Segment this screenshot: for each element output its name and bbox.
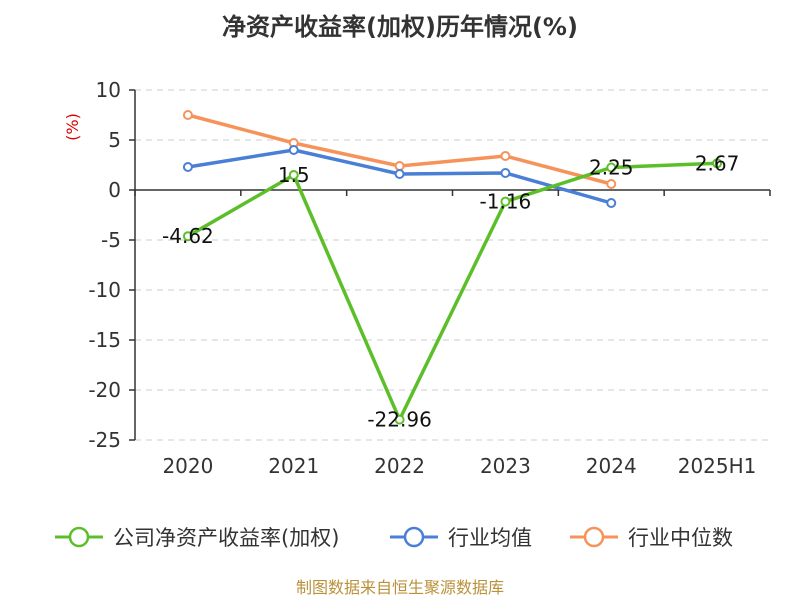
x-tick-label: 2023 [480, 454, 531, 478]
x-tick-label: 2020 [162, 454, 213, 478]
y-tick-label: 10 [96, 78, 121, 102]
y-tick-label: -5 [101, 228, 121, 252]
data-point [394, 169, 405, 179]
data-label: 1.5 [278, 163, 310, 187]
legend-label: 公司净资产收益率(加权) [113, 526, 339, 550]
data-point [606, 162, 617, 173]
axes: 10 5 0 -5 -10 -15 -20 -25 2020 2021 2022 2023 2024 20… [88, 78, 771, 478]
legend-swatch-marker [403, 526, 425, 548]
data-point [182, 162, 193, 172]
y-tick-label: 5 [108, 128, 121, 152]
data-point [500, 151, 511, 161]
x-tick-label: 2022 [374, 454, 425, 478]
data-point [394, 161, 405, 171]
data-point [500, 196, 511, 207]
data-point [182, 110, 193, 120]
y-tick-label: -15 [88, 328, 121, 352]
x-tick-label: 2025H1 [678, 454, 757, 478]
x-tick-label: 2021 [268, 454, 319, 478]
data-point [394, 414, 405, 425]
data-point [500, 168, 511, 178]
data-label: -4.62 [162, 224, 214, 248]
chart-title: 净资产收益率(加权)历年情况(%) [222, 13, 578, 41]
y-tick-label: -20 [88, 378, 121, 402]
y-tick-label: 0 [108, 178, 121, 202]
data-labels: -4.62 1.5 -22.96 -1.16 2.25 2.67 [162, 151, 739, 431]
data-point [606, 179, 617, 189]
y-tick-label: -10 [88, 278, 121, 302]
source-note: 制图数据来自恒生聚源数据库 [296, 578, 504, 597]
legend-label: 行业均值 [448, 526, 532, 550]
series-line [187, 161, 718, 422]
data-point [606, 198, 617, 208]
data-point [182, 231, 193, 242]
data-point [288, 145, 299, 155]
y-tick-label: -25 [88, 428, 121, 452]
legend: 公司净资产收益率(加权) 行业均值 行业中位数 [55, 526, 733, 550]
legend-swatch-marker [68, 526, 90, 548]
data-label: -1.16 [480, 190, 532, 214]
grid-lines [135, 89, 770, 441]
y-axis-unit-label: (%) [63, 113, 82, 141]
legend-swatch-marker [583, 526, 605, 548]
data-point [288, 170, 299, 180]
x-tick-label: 2024 [586, 454, 637, 478]
data-label: -22.96 [367, 408, 431, 432]
legend-label: 行业中位数 [628, 526, 733, 550]
data-label: 2.67 [695, 151, 740, 175]
series-lines [182, 110, 723, 425]
data-label: 2.25 [589, 156, 634, 180]
data-point [712, 158, 723, 169]
